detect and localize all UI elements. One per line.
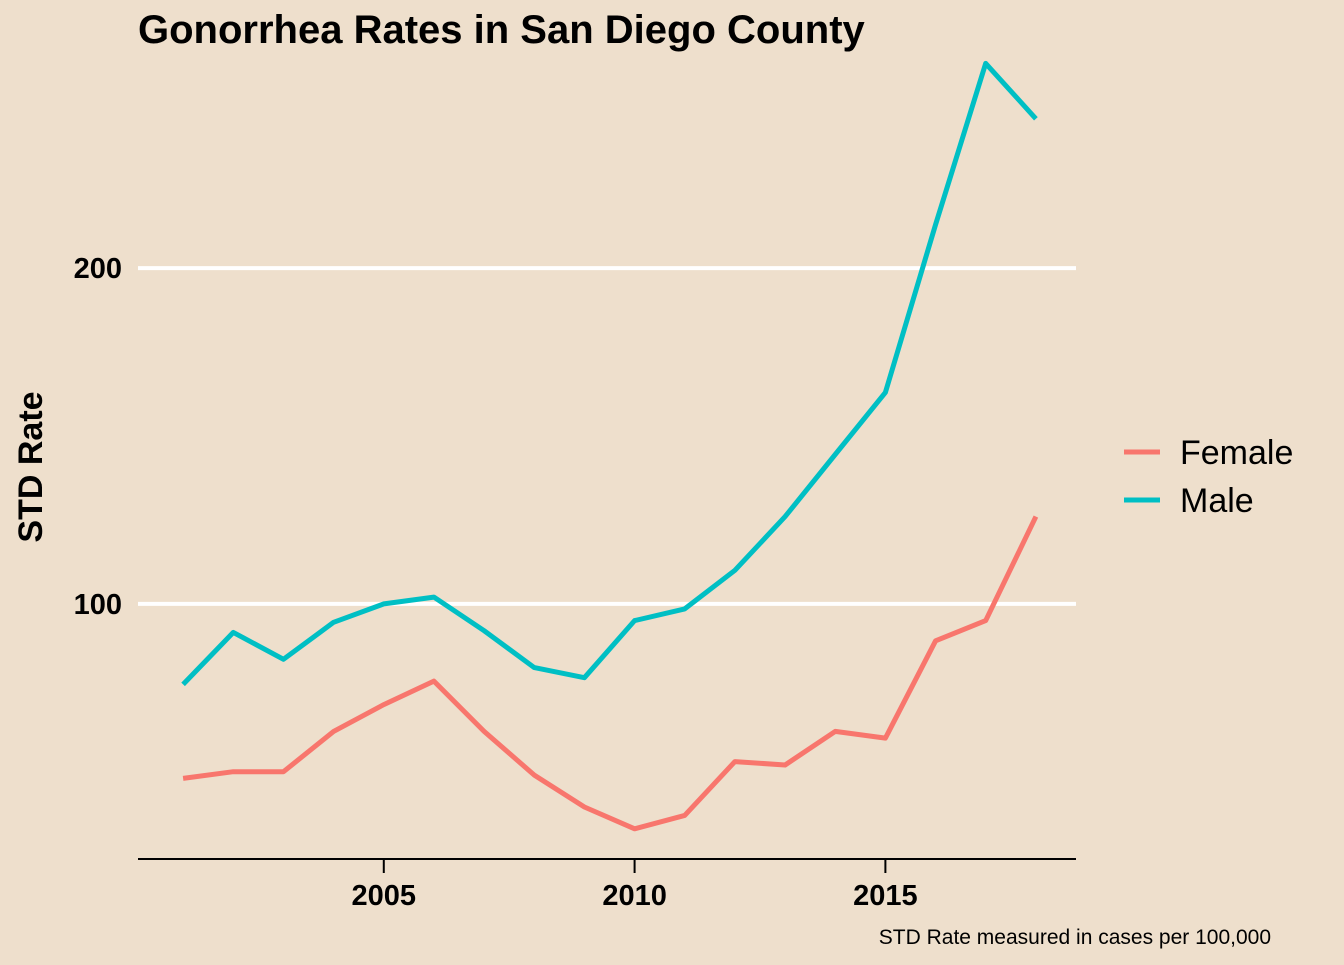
gridlines [138, 266, 1076, 606]
series-line-male [181, 60, 1038, 687]
series-line-female [182, 515, 1039, 832]
legend-label-male: Male [1180, 482, 1254, 520]
legend: Female Male [1124, 434, 1293, 520]
chart-caption: STD Rate measured in cases per 100,000 [879, 926, 1271, 949]
x-tick-label-2010: 2010 [602, 880, 667, 912]
y-axis-tick-labels: 100 200 [74, 253, 122, 621]
x-tick-label-2015: 2015 [853, 880, 918, 912]
y-tick-label-100: 100 [74, 589, 122, 621]
legend-label-female: Female [1180, 434, 1293, 472]
x-tick-label-2005: 2005 [352, 880, 417, 912]
y-tick-label-200: 200 [74, 253, 122, 285]
x-axis: 2005 2010 2015 [138, 858, 1076, 912]
series-lines [181, 60, 1039, 832]
y-axis-title: STD Rate [12, 391, 50, 542]
chart-title: Gonorrhea Rates in San Diego County [138, 8, 866, 52]
